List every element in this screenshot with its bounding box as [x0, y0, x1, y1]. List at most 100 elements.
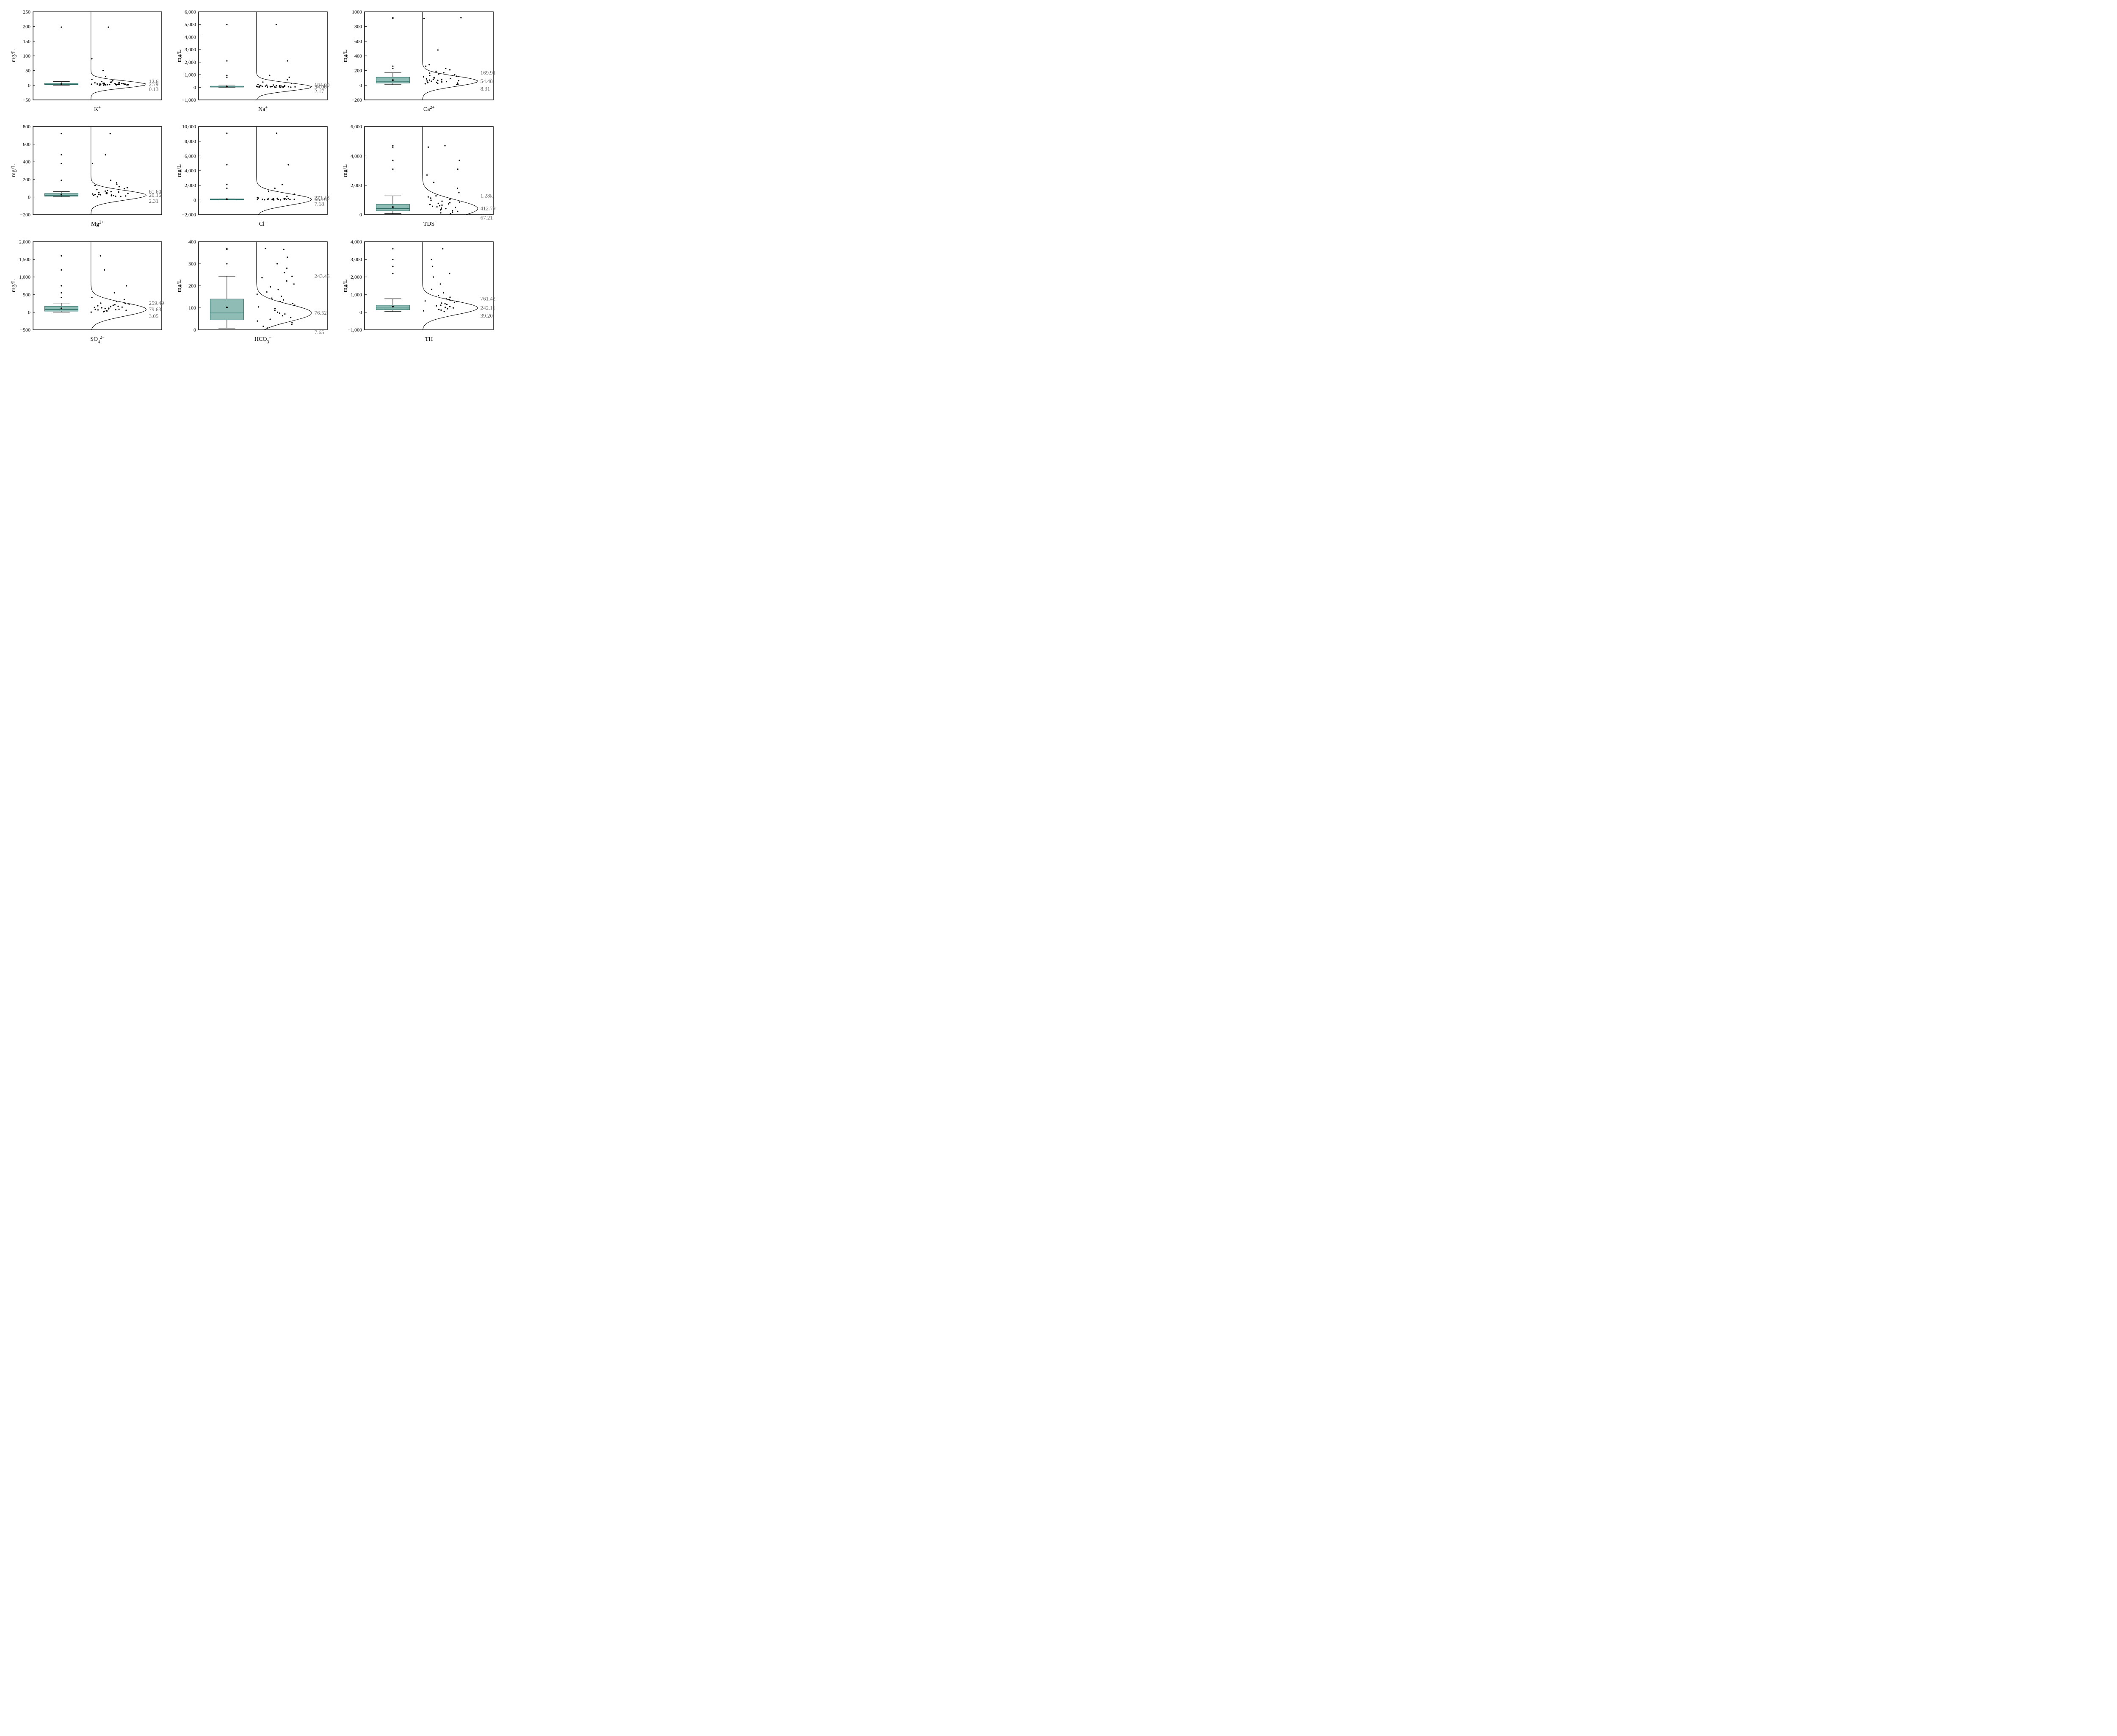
- ytick-label: 6,000: [185, 153, 196, 159]
- outlier: [61, 154, 62, 155]
- scatter-point: [271, 297, 273, 299]
- annot-lower: 7.18: [315, 201, 324, 207]
- ytick-label: 1,000: [351, 291, 362, 297]
- scatter-point: [429, 72, 430, 74]
- scatter-point: [266, 85, 268, 86]
- ylabel: mg/L: [176, 279, 182, 292]
- scatter-point: [95, 309, 96, 310]
- scatter-point: [443, 311, 445, 312]
- scatter-point: [105, 191, 106, 192]
- ytick-label: 800: [354, 24, 362, 30]
- scatter-point: [444, 303, 445, 304]
- plot-frame: [365, 242, 493, 330]
- scatter-point: [424, 83, 426, 84]
- scatter-point: [106, 192, 108, 194]
- ytick-label: −1,000: [182, 97, 196, 103]
- scatter-point: [423, 18, 425, 19]
- panel-TDS: 02,0004,0006,000mg/L1.28k412.7967.21TDS: [340, 123, 497, 229]
- scatter-point: [458, 192, 459, 194]
- scatter-point: [123, 83, 124, 84]
- scatter-point: [427, 196, 428, 198]
- annot-lower: 39.20: [480, 312, 492, 318]
- scatter-point: [114, 292, 115, 293]
- outlier: [61, 297, 62, 298]
- scatter-point: [287, 256, 288, 257]
- scatter-point: [443, 72, 444, 73]
- panel-Mg: −2000200400600800mg/L61.6020.162.31Mg2+: [8, 123, 165, 229]
- scatter-point: [115, 196, 116, 197]
- annot-mid: 76.52: [315, 310, 327, 316]
- scatter-point: [107, 84, 108, 85]
- scatter-point: [454, 74, 455, 75]
- scatter-point: [290, 317, 291, 318]
- panel-wrapper: −50050100150200250mg/L12.62.790.13K+: [8, 8, 168, 117]
- scatter-point: [270, 318, 271, 320]
- scatter-point: [91, 311, 92, 312]
- scatter-point: [125, 310, 127, 311]
- ytick-label: 1,000: [185, 72, 196, 78]
- scatter-point: [425, 66, 426, 67]
- scatter-point: [93, 195, 94, 196]
- scatter-point: [257, 86, 259, 87]
- scatter-point: [115, 309, 116, 310]
- scatter-point: [286, 280, 287, 282]
- panel-TH: −1,00001,0002,0003,0004,000mg/L761.42242…: [340, 238, 497, 344]
- scatter-point: [274, 86, 275, 88]
- ytick-label: 1000: [352, 9, 362, 15]
- scatter-point: [127, 84, 128, 85]
- scatter-point: [276, 24, 277, 25]
- scatter-point: [290, 86, 292, 88]
- scatter-point: [275, 86, 276, 88]
- scatter-point: [110, 306, 111, 307]
- scatter-point: [440, 304, 441, 306]
- outlier: [61, 26, 62, 28]
- mean-dot: [392, 306, 394, 307]
- plot-frame: [33, 242, 162, 330]
- scatter-point: [430, 198, 431, 199]
- outlier: [392, 160, 393, 161]
- ytick-label: 2,000: [351, 274, 362, 280]
- scatter-point: [431, 288, 432, 290]
- outlier: [61, 269, 62, 271]
- scatter-point: [459, 160, 460, 161]
- scatter-point: [295, 86, 296, 88]
- scatter-point: [430, 200, 431, 201]
- scatter-point: [96, 189, 97, 190]
- ytick-label: 100: [23, 53, 30, 59]
- scatter-point: [273, 84, 274, 86]
- panel-HCO3: 0100200300400mg/L243.4676.527.65HCO3−: [174, 238, 331, 344]
- scatter-point: [122, 306, 123, 307]
- density-curve: [91, 127, 146, 215]
- ylabel: mg/L: [342, 164, 348, 177]
- scatter-point: [104, 83, 105, 84]
- scatter-point: [102, 83, 104, 84]
- outlier: [392, 17, 393, 18]
- scatter-point: [456, 83, 458, 84]
- outlier: [392, 145, 393, 147]
- scatter-point: [105, 154, 106, 155]
- ytick-label: 2,000: [185, 182, 196, 188]
- scatter-point: [460, 17, 462, 18]
- scatter-point: [445, 208, 446, 209]
- scatter-point: [437, 203, 439, 204]
- scatter-point: [278, 289, 279, 290]
- scatter-point: [293, 283, 295, 285]
- scatter-point: [273, 198, 274, 199]
- ytick-label: 2,000: [19, 239, 30, 245]
- scatter-point: [455, 207, 456, 208]
- scatter-point: [117, 305, 119, 307]
- ytick-label: 8,000: [185, 138, 196, 144]
- scatter-point: [121, 83, 122, 84]
- scatter-point: [97, 83, 98, 85]
- scatter-point: [272, 86, 273, 87]
- scatter-point: [94, 307, 95, 308]
- scatter-point: [450, 78, 451, 79]
- xlabel: TDS: [423, 221, 434, 227]
- annot-lower: 3.05: [149, 313, 159, 319]
- scatter-point: [294, 199, 295, 200]
- scatter-point: [291, 322, 293, 323]
- scatter-point: [262, 86, 263, 87]
- scatter-point: [120, 196, 122, 197]
- scatter-point: [429, 204, 431, 205]
- scatter-point: [263, 81, 264, 83]
